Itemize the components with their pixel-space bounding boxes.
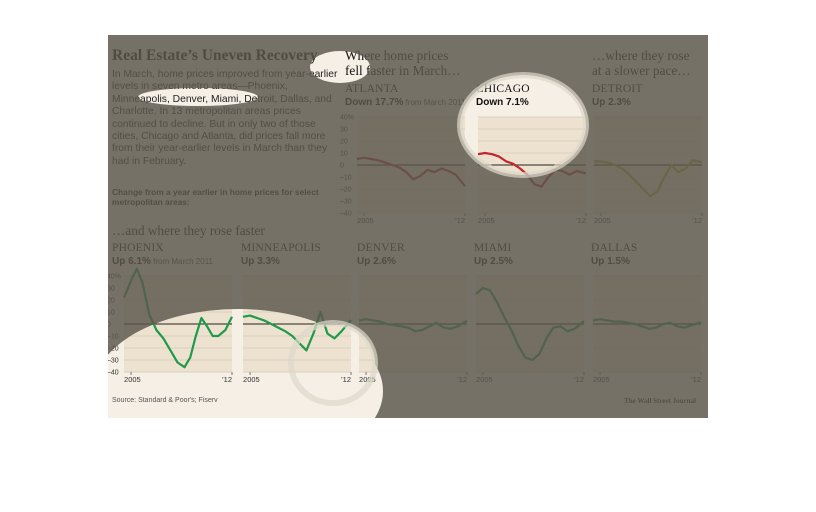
section-slower-line1: …where they rose: [592, 48, 690, 63]
y-tick-label: 10: [340, 151, 348, 158]
x-tick-label: ’12: [455, 216, 465, 225]
change-value: Down 17.7%: [345, 97, 404, 108]
change-value: Up 2.5%: [474, 256, 513, 267]
chart-panel-denver: 2005 ’12: [358, 275, 468, 384]
city-label-detroit: DETROIT: [592, 83, 643, 95]
x-tick-label: ’12: [576, 216, 586, 225]
section-fell-line1: Where home prices: [345, 48, 449, 63]
y-tick-label: 0: [340, 163, 344, 170]
y-tick-label: –10: [108, 334, 119, 341]
change-label-dallas: Up 1.5%: [591, 256, 630, 267]
x-tick-label: ’12: [457, 375, 467, 384]
chart-panel-detroit: 2005 ’12: [594, 116, 703, 225]
y-tick-label: 10: [108, 310, 115, 317]
city-label-miami: MIAMI: [474, 242, 512, 254]
city-label-phoenix: PHOENIX: [112, 242, 164, 254]
city-label-minneapolis: MINNEAPOLIS: [241, 242, 322, 254]
change-label-atlanta: Down 17.7% from March 2011: [345, 97, 465, 108]
x-tick-label: 2005: [594, 216, 611, 225]
x-tick-label: ’12: [222, 375, 232, 384]
city-label-denver: DENVER: [357, 242, 405, 254]
change-label-detroit: Up 2.3%: [592, 97, 631, 108]
section-fell-line2: fell faster in March…: [345, 62, 461, 78]
y-tick-label: –20: [340, 187, 352, 194]
change-value: Up 1.5%: [591, 256, 630, 267]
credit-line: The Wall Street Journal: [624, 397, 696, 405]
change-label-miami: Up 2.5%: [474, 256, 513, 267]
section-fell-faster: Where home prices fell faster in March…: [345, 48, 461, 78]
intro-text: In March, home prices improved from year…: [112, 69, 338, 167]
main-title: Real Estate’s Uneven Recovery: [112, 47, 318, 64]
y-tick-label: 30: [108, 286, 115, 293]
chart-panel-dallas: 2005 ’12: [592, 275, 702, 384]
change-value: Up 3.3%: [241, 256, 280, 267]
x-tick-label: 2005: [593, 375, 610, 384]
change-value: Down 7.1%: [476, 97, 529, 108]
chart-panel-miami: 2005 ’12: [475, 275, 585, 384]
change-note: from March 2011: [150, 257, 214, 266]
y-tick-label: –20: [108, 346, 119, 353]
change-label-phoenix: Up 6.1% from March 2011: [112, 256, 213, 267]
y-tick-label: 20: [340, 139, 348, 146]
change-label-denver: Up 2.6%: [357, 256, 396, 267]
change-label-chicago: Down 7.1%: [476, 97, 529, 108]
y-tick-label: –10: [340, 175, 352, 182]
x-tick-label: ’12: [692, 216, 702, 225]
chart-panel-minneapolis: 2005 ’12: [242, 275, 352, 384]
change-value: Up 6.1%: [112, 256, 151, 267]
x-tick-label: ’12: [574, 375, 584, 384]
city-label-chicago: CHICAGO: [476, 83, 530, 95]
chart-caption: Change from a year earlier in home price…: [112, 187, 319, 207]
section-rose-slower: …where they rose at a slower pace…: [592, 48, 691, 78]
city-label-atlanta: ATLANTA: [345, 83, 399, 95]
x-tick-label: 2005: [478, 216, 495, 225]
x-tick-label: 2005: [243, 375, 260, 384]
section-slower-line2: at a slower pace…: [592, 62, 691, 78]
change-value: Up 2.3%: [592, 97, 631, 108]
change-note: from March 2011: [403, 98, 466, 107]
y-tick-label: 30: [340, 127, 348, 134]
chart-panel-chicago: 2005 ’12: [477, 116, 587, 225]
y-tick-label: –30: [108, 358, 119, 365]
x-tick-label: ’12: [691, 375, 701, 384]
x-tick-label: ’12: [341, 375, 351, 384]
x-tick-label: 2005: [124, 375, 141, 384]
y-tick-label: 20: [108, 298, 115, 305]
city-label-dallas: DALLAS: [591, 242, 638, 254]
infographic: Real Estate’s Uneven Recovery In March, …: [108, 35, 708, 418]
change-value: Up 2.6%: [357, 256, 396, 267]
section-rose-faster: …and where they rose faster: [112, 223, 265, 238]
y-tick-label: 0: [108, 322, 111, 329]
y-tick-label: 40%: [108, 274, 121, 281]
source-note: Source: Standard & Poor's; Fiserv: [112, 397, 218, 404]
y-tick-label: –40: [340, 211, 352, 218]
x-tick-label: 2005: [357, 216, 374, 225]
change-label-minneapolis: Up 3.3%: [241, 256, 280, 267]
x-tick-label: 2005: [476, 375, 493, 384]
chart-panel-atlanta: 40% 30 20 10 0 –10 –20 –30 –40 2005 ’12: [340, 115, 466, 225]
x-tick-label: 2005: [359, 375, 376, 384]
y-tick-label: 40%: [340, 115, 354, 122]
y-tick-label: –40: [108, 370, 119, 377]
y-tick-label: –30: [340, 199, 352, 206]
chart-panel-phoenix: 40% 30 20 10 0 –10 –20 –30 –40 2005 ’12: [108, 267, 233, 384]
